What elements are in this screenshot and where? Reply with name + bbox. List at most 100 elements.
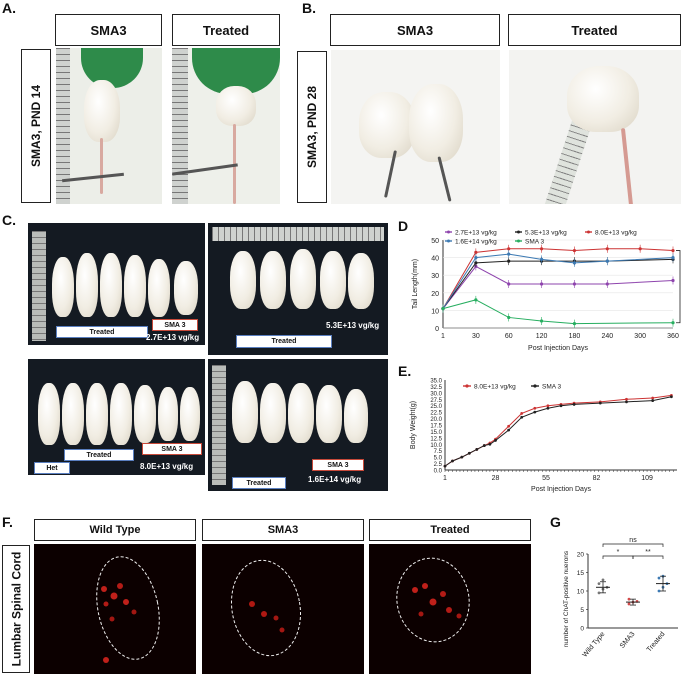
significance-bracket (676, 250, 681, 324)
neuron (109, 616, 115, 622)
mouse (288, 383, 314, 443)
series-line (444, 396, 672, 467)
dose-label: 2.7E+13 vg/kg (146, 333, 200, 342)
data-point (507, 424, 511, 428)
neuron (131, 609, 137, 615)
data-point (671, 248, 675, 253)
sma3-label: SMA 3 (152, 319, 198, 331)
mouse-tail (437, 156, 452, 202)
data-point (441, 307, 445, 311)
legend-entry: 1.6E+14 vg/kg (455, 239, 497, 246)
y-tick-label: 0.0 (434, 469, 443, 475)
mouse (409, 84, 463, 162)
x-tick-label: 1 (443, 475, 447, 482)
tail-length-chart: 0 10 20 30 40 50 1 30 60 120 180 240 300 360 Post Inje… (412, 230, 685, 353)
data-point (572, 403, 576, 406)
neuron (429, 598, 437, 606)
y-tick-label: 10.0 (430, 443, 442, 449)
x-tick-label: SMA3 (619, 631, 637, 650)
data-point (443, 464, 447, 468)
ruler (212, 365, 226, 485)
neuron (273, 615, 279, 621)
data-point (507, 259, 511, 263)
data-point (482, 444, 486, 447)
mouse (158, 387, 178, 441)
significance-bracket-wt-treated (602, 543, 664, 547)
neuron (418, 611, 424, 617)
panel-c-top-right-photo: Treated 5.3E+13 vg/kg (208, 223, 388, 355)
panel-b-row-label: SMA3, PND 28 (297, 51, 327, 203)
data-point (520, 412, 524, 415)
y-axis-label: Tail Length(mm) (412, 259, 419, 309)
treated-label: Treated (232, 477, 286, 489)
data-point (605, 247, 609, 251)
data-point (474, 250, 478, 254)
data-point (539, 282, 544, 286)
mouse (232, 381, 258, 443)
neuron (412, 587, 418, 593)
panel-b-sma3-header: SMA3 (330, 14, 500, 46)
data-point (597, 582, 601, 585)
mouse (52, 257, 74, 317)
y-tick-label: 10 (431, 308, 439, 315)
forceps (62, 172, 124, 183)
y-tick-label: 15 (577, 570, 585, 577)
sma3-micrograph (202, 544, 364, 674)
sma3-label: SMA 3 (142, 443, 202, 455)
dose-label: 8.0E+13 vg/kg (140, 462, 194, 471)
dose-label: 1.6E+14 vg/kg (308, 475, 362, 484)
panel-c-label: C. (2, 212, 16, 228)
neuron (261, 611, 267, 617)
mouse (260, 251, 286, 309)
data-point (520, 415, 524, 419)
y-axis-label: number of ChAT-positive nuerons (563, 550, 570, 647)
x-tick-label: Wild Type (581, 631, 606, 659)
y-tick-label: 5 (580, 607, 584, 614)
data-point (625, 397, 628, 401)
legend-entry: SMA 3 (525, 239, 545, 246)
mouse (290, 249, 316, 309)
y-tick-label: 10 (577, 589, 585, 596)
x-tick-label: 82 (593, 475, 601, 482)
x-tick-label: 60 (505, 333, 513, 340)
data-point (671, 278, 675, 283)
y-tick-label: 2.5 (434, 462, 443, 468)
x-axis-label: Post Injection Days (531, 486, 591, 493)
data-point (625, 400, 628, 404)
y-tick-label: 22.5 (430, 411, 442, 417)
data-point (507, 315, 511, 320)
neuron (440, 591, 446, 597)
y-axis-label: Body Weight(g) (410, 401, 417, 449)
dose-label: 5.3E+13 vg/kg (326, 321, 380, 330)
ruler (172, 48, 188, 204)
y-tick-label: 25.0 (430, 404, 442, 410)
panel-b-treated-header: Treated (508, 14, 681, 46)
neuron (101, 586, 107, 592)
data-point (671, 321, 675, 325)
data-point (488, 442, 492, 446)
neuron (279, 627, 285, 633)
x-tick-label: 30 (472, 333, 480, 340)
legend-swatch-dot (465, 384, 469, 388)
mouse (110, 383, 132, 445)
ventral-horn-outline (230, 559, 302, 657)
data-point (627, 597, 631, 601)
ventral-horn-outline (396, 557, 470, 643)
sma3-label: SMA 3 (312, 459, 364, 471)
mouse (84, 80, 120, 142)
data-point (597, 591, 601, 595)
legend-entry: SMA 3 (542, 384, 562, 391)
data-point (539, 247, 544, 251)
neuron (103, 657, 109, 663)
chat-neuron-count-chart: 0 5 10 15 20 number of ChAT-positive nuerons W… (563, 537, 678, 659)
legend-swatch-dot (447, 230, 450, 234)
neuron (103, 601, 109, 607)
mouse (359, 92, 415, 158)
het-label: Het (34, 462, 70, 474)
data-point (572, 248, 577, 253)
data-point (601, 578, 605, 582)
data-point (651, 399, 655, 402)
legend-entry: 8.0E+13 vg/kg (595, 230, 637, 237)
neuron (110, 592, 118, 600)
neuron (446, 607, 452, 613)
